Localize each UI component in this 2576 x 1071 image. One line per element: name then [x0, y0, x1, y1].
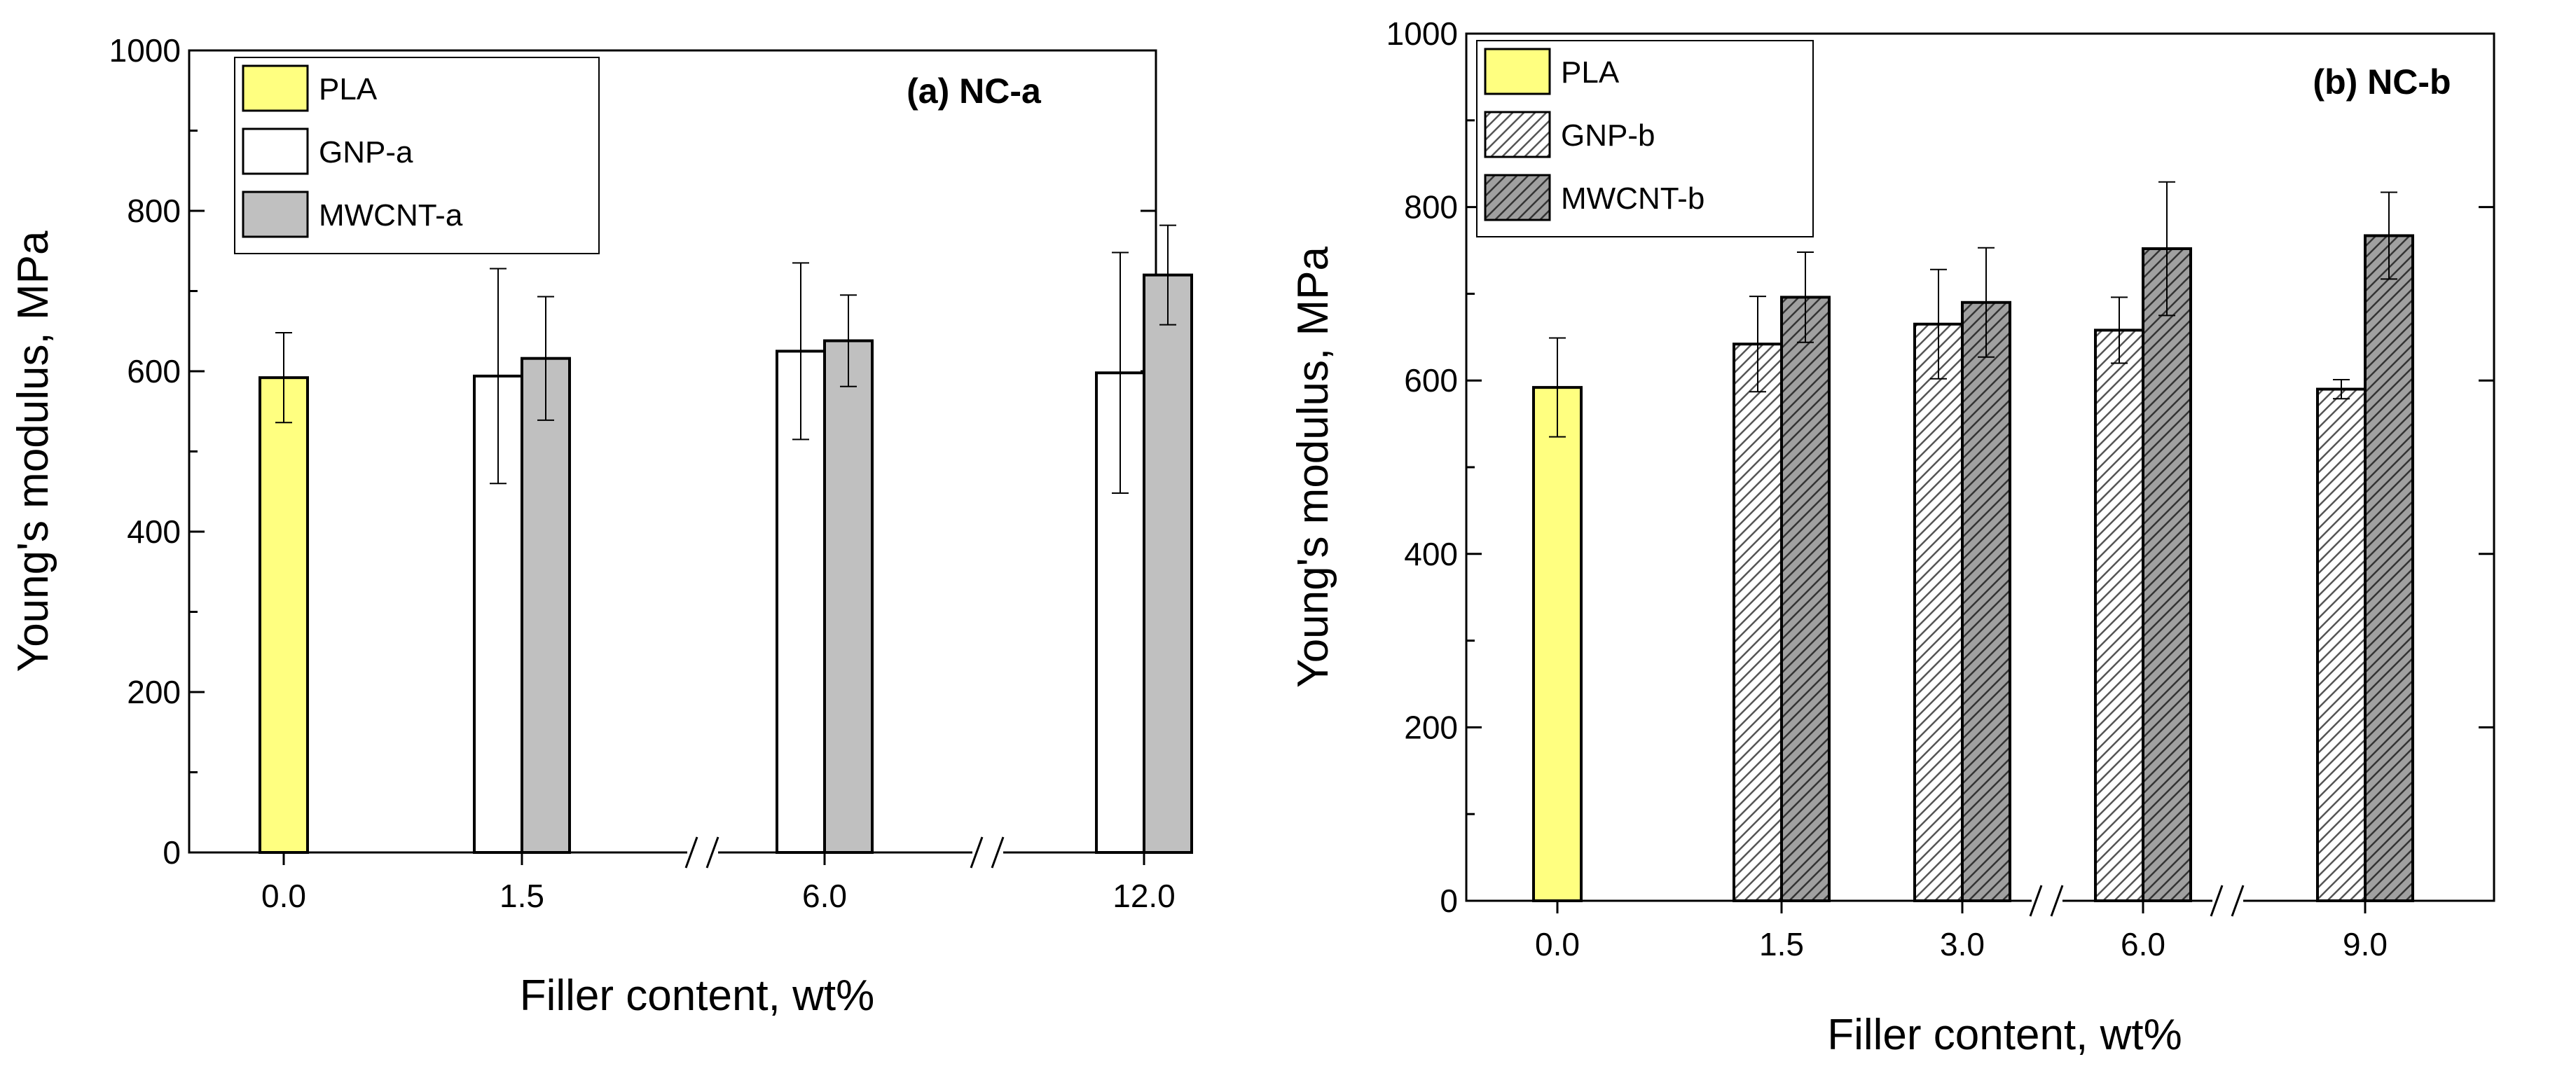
axis-break-gap [2212, 897, 2243, 905]
bar-mwcnt-a-6.0 [823, 339, 874, 854]
axis-break-mark [991, 836, 1005, 869]
bar-mwcnt-a-12.0 [1143, 273, 1193, 855]
bar-mwcnt-a-1.5 [521, 357, 571, 854]
y-tick-label: 800 [127, 193, 181, 229]
bar-gnp-b-6.0 [2094, 329, 2144, 902]
legend-swatch-mwcnt-a [242, 191, 309, 238]
x-axis-title: Filler content, wt% [520, 972, 875, 1020]
legend-swatch-pla [242, 64, 309, 112]
axis-break-mark [705, 836, 719, 869]
y-tick-label: 400 [127, 513, 181, 550]
y-axis-title: Young's modulus, MPa [9, 230, 57, 672]
chart-panel-a: 0 200 400 600 800 1000 0.0 1.5 6.0 12.0 PLA GNP-a MW… [9, 32, 1193, 1020]
bar-pla-0.0 [259, 376, 309, 854]
y-tick-label: 1000 [109, 32, 181, 69]
axis-break-mark [2231, 885, 2245, 917]
x-tick-label: 3.0 [1940, 926, 1985, 962]
y-tick-label: 400 [1404, 536, 1458, 572]
axis-break-mark [970, 836, 984, 869]
bar-pla-0.0 [1532, 386, 1583, 902]
axis-break-mark [2029, 885, 2043, 917]
y-tick-label: 0 [1440, 883, 1458, 919]
y-tick-label: 600 [127, 353, 181, 389]
x-tick-label: 12.0 [1113, 878, 1176, 914]
legend-swatch-pla [1484, 48, 1551, 95]
y-tick-label: 200 [1404, 709, 1458, 745]
axis-break-gap [2032, 897, 2062, 905]
x-axis-title: Filler content, wt% [1827, 1011, 2182, 1059]
axis-break-mark [684, 836, 698, 869]
x-tick-label: 1.5 [500, 878, 544, 914]
panel-title: (a) NC-a [907, 71, 1042, 111]
legend-label-pla: PLA [319, 72, 378, 106]
x-tick-label: 0.0 [261, 878, 306, 914]
y-axis-title: Young's modulus, MPa [1289, 247, 1337, 688]
y-tick-label: 1000 [1386, 15, 1458, 52]
legend-swatch-gnp-a [242, 127, 309, 175]
legend-label-gnp-b: GNP-b [1561, 118, 1655, 153]
x-tick-label: 1.5 [1759, 926, 1804, 962]
chart-panel-b: 0 200 400 600 800 1000 0.0 1.5 3.0 6.0 9.0 PLA GNP-b… [1289, 15, 2495, 1059]
x-tick-label: 6.0 [802, 878, 847, 914]
legend-label-pla: PLA [1561, 55, 1620, 90]
axis-break-gap [687, 848, 718, 857]
legend-swatch-mwcnt-b [1484, 174, 1551, 221]
y-tick-label: 800 [1404, 189, 1458, 226]
bar-mwcnt-b-1.5 [1780, 296, 1831, 902]
legend-label-mwcnt-a: MWCNT-a [319, 198, 463, 233]
bar-mwcnt-b-3.0 [1961, 300, 2011, 902]
x-tick-label: 0.0 [1535, 926, 1580, 962]
y-tick-label: 200 [127, 674, 181, 710]
axis-break-gap [972, 848, 1003, 857]
y-tick-label: 600 [1404, 362, 1458, 399]
legend-label-mwcnt-b: MWCNT-b [1561, 181, 1704, 216]
x-tick-label: 6.0 [2121, 926, 2165, 962]
axis-break-mark [2210, 885, 2224, 917]
legend-label-gnp-a: GNP-a [319, 135, 413, 170]
legend-swatch-gnp-b [1484, 111, 1551, 158]
bar-gnp-b-3.0 [1913, 322, 1964, 903]
bar-gnp-b-1.5 [1733, 343, 1783, 903]
bar-mwcnt-b-9.0 [2364, 234, 2414, 903]
bar-gnp-b-9.0 [2316, 387, 2367, 902]
bar-mwcnt-b-6.0 [2142, 247, 2192, 902]
x-tick-label: 9.0 [2343, 926, 2388, 962]
axis-break-mark [2050, 885, 2064, 917]
y-tick-label: 0 [163, 834, 181, 871]
panel-title: (b) NC-b [2313, 62, 2451, 102]
